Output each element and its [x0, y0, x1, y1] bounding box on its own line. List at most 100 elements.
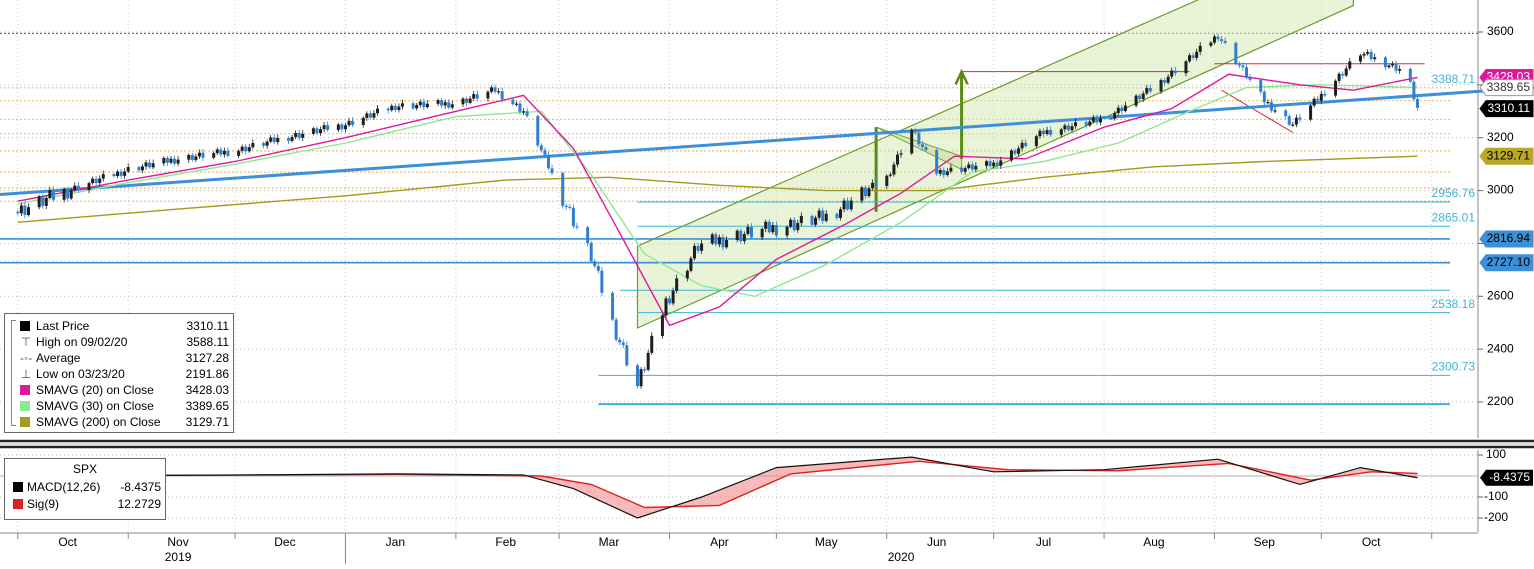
price-bar-body — [297, 133, 301, 138]
price-bar-body — [668, 298, 672, 304]
price-bar-body — [1266, 102, 1270, 104]
sma20-line — [17, 73, 1418, 327]
price-bar-body — [885, 175, 889, 186]
axis-value-tag: 3389.65 — [1479, 79, 1534, 97]
price-bar-body — [386, 108, 390, 111]
x-month-label: Nov — [167, 535, 188, 549]
legend-last-price-label: Last Price — [36, 319, 90, 333]
price-bar-body — [290, 136, 294, 141]
price-bar-body — [169, 158, 173, 163]
price-bar-body — [37, 196, 41, 208]
price-bar-body — [714, 234, 718, 245]
legend-sma30-value: 3389.65 — [185, 399, 229, 413]
price-bar-body — [789, 219, 793, 227]
price-bar-body — [276, 138, 280, 143]
price-bar-body — [842, 200, 846, 210]
price-bar-body — [500, 91, 504, 100]
price-bar-body — [817, 210, 821, 218]
price-bar-body — [411, 103, 415, 109]
price-bar-body — [1309, 105, 1313, 120]
price-bar-body — [913, 129, 917, 133]
sig-swatch — [13, 499, 23, 509]
price-bar-body — [44, 198, 48, 206]
price-bar-body — [212, 153, 216, 158]
price-bar-body — [262, 143, 266, 146]
axis-value-tag: 2816.94 — [1479, 230, 1534, 248]
x-month-label: Feb — [495, 535, 516, 549]
price-bar-body — [988, 161, 992, 167]
price-bar-body — [1323, 93, 1327, 96]
price-bar-body — [1074, 122, 1078, 127]
price-bar-body — [536, 116, 540, 146]
price-bar-body — [400, 103, 404, 107]
fib-level-label: 2300.73 — [1432, 360, 1476, 374]
legend-low: ⊥ Low on 03/23/20 2191.86 — [5, 366, 233, 382]
price-bar-body — [596, 266, 600, 271]
price-bar-body — [942, 169, 946, 176]
price-bar-body — [1287, 116, 1291, 125]
price-bar-body — [1113, 113, 1117, 119]
x-year-label: 2020 — [888, 550, 915, 564]
price-bar-body — [564, 205, 568, 208]
price-bar-body — [671, 290, 675, 304]
price-bar-body — [511, 99, 515, 105]
axis-value-tag-text: 3129.71 — [1487, 148, 1531, 162]
price-bar-body — [450, 104, 454, 108]
price-bar-body — [1259, 79, 1263, 92]
price-bar-body — [995, 162, 999, 166]
price-bar-body — [1237, 63, 1241, 66]
axis-value-tag-text: 2816.94 — [1487, 231, 1531, 245]
price-bar-body — [888, 174, 892, 176]
price-bar-body — [269, 137, 273, 142]
price-bar-body — [835, 213, 839, 218]
price-bar-body — [963, 168, 967, 172]
price-bar-body — [821, 210, 825, 221]
price-bar-body — [1383, 57, 1387, 68]
macd-legend: SPX MACD(12,26) -8.4375 Sig(9) 12.2729 — [4, 458, 166, 520]
price-axis-panel — [1478, 0, 1534, 440]
price-tick-label: 3600 — [1487, 24, 1514, 38]
price-bar-body — [796, 223, 800, 231]
price-bar-body — [621, 342, 625, 346]
legend-bracket — [11, 320, 16, 426]
price-bar-body — [1120, 107, 1124, 112]
price-bar-body — [1159, 80, 1163, 92]
price-bar-body — [1020, 142, 1024, 149]
price-bar-body — [137, 167, 141, 171]
x-month-label: May — [815, 535, 838, 549]
price-bar-body — [425, 103, 429, 108]
price-bar-body — [760, 228, 764, 238]
price-bar-body — [294, 133, 298, 137]
price-bar-body — [475, 94, 479, 99]
price-bar-body — [1034, 136, 1038, 147]
price-bar-body — [518, 103, 522, 112]
price-bar-body — [920, 144, 924, 148]
x-month-label: Apr — [710, 535, 729, 549]
price-bar-body — [368, 113, 372, 118]
price-bar-body — [126, 167, 130, 172]
price-bar-body — [685, 270, 689, 279]
legend-low-label: Low on 03/23/20 — [36, 367, 125, 381]
axis-value-tag-bg — [1479, 230, 1534, 248]
price-bar-body — [824, 213, 828, 221]
price-bar-body — [892, 164, 896, 175]
price-bar-body — [311, 128, 315, 134]
price-bar-body — [764, 221, 768, 229]
price-bar-body — [1063, 125, 1067, 130]
price-bar-body — [792, 219, 796, 231]
price-bar-body — [899, 153, 903, 155]
price-bar-body — [1412, 81, 1416, 100]
legend-sma20-value: 3428.03 — [185, 383, 229, 397]
price-bar-body — [575, 226, 579, 228]
price-bar-body — [251, 143, 255, 148]
macd-value-tag-text: -8.4375 — [1489, 470, 1530, 484]
price-bar-body — [265, 141, 269, 146]
price-bar-body — [1269, 102, 1273, 111]
x-month-label: Sep — [1254, 535, 1276, 549]
axis-value-tag: 3310.11 — [1479, 100, 1534, 118]
price-bar-body — [91, 178, 95, 184]
axis-value-tag-text: 2727.10 — [1487, 255, 1531, 269]
price-bar-body — [365, 113, 369, 118]
